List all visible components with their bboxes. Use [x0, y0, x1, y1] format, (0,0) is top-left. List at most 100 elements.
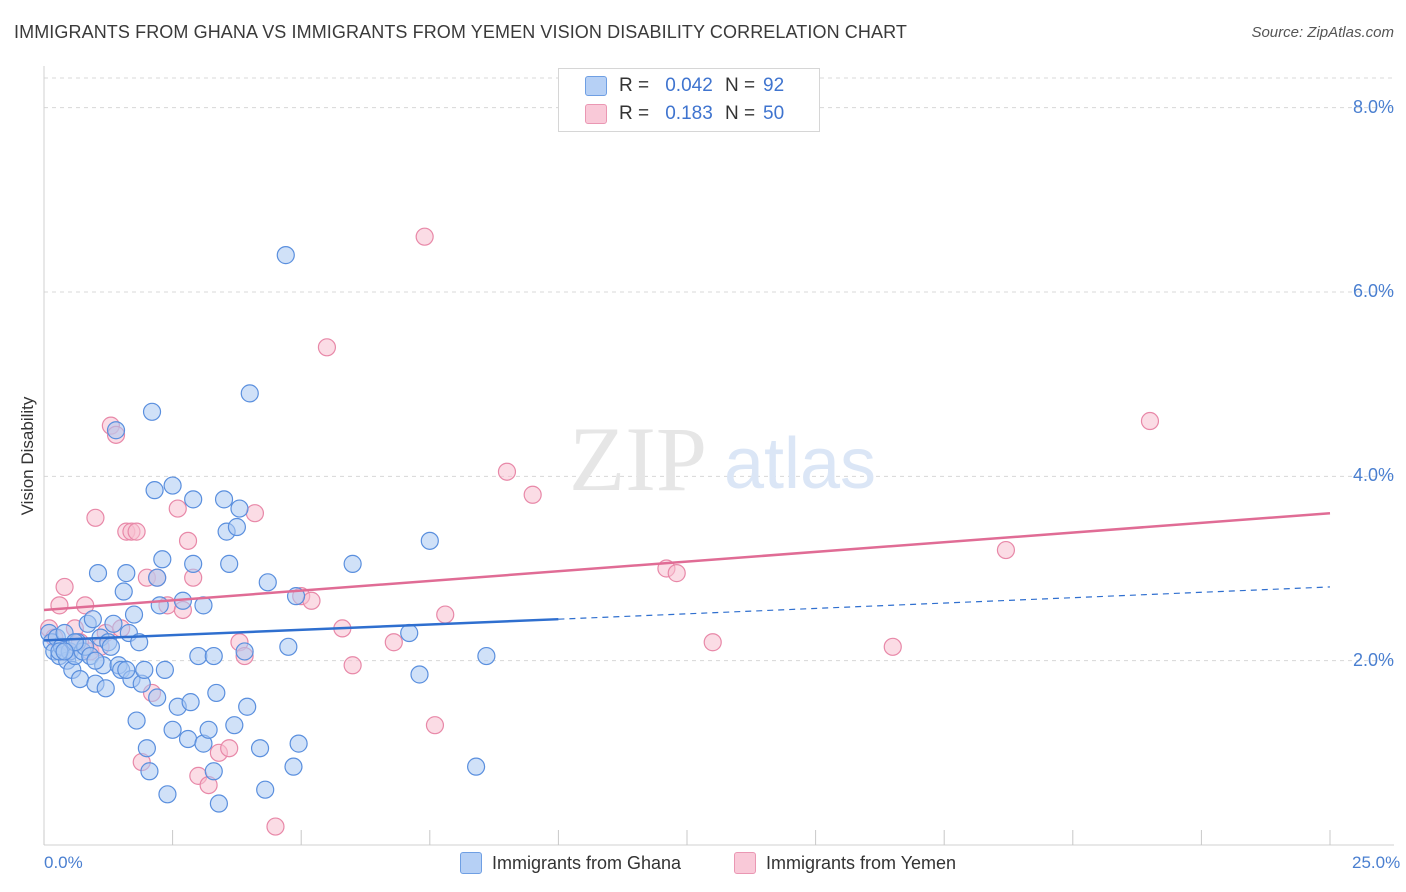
yemen-point [50, 596, 69, 615]
ghana-point [258, 573, 277, 592]
yemen-point [302, 591, 321, 610]
ghana-point [209, 794, 228, 813]
ghana-point [400, 623, 419, 643]
yemen-point [178, 531, 198, 550]
ghana-point [88, 564, 108, 583]
r-value: 0.042 [665, 75, 713, 96]
ghana-point [250, 739, 270, 758]
legend-item-ghana[interactable]: Immigrants from Ghana [460, 852, 681, 874]
legend-label-ghana: Immigrants from Ghana [492, 852, 682, 873]
n-value: 92 [763, 75, 785, 96]
ghana-points [40, 246, 496, 813]
ghana-point [137, 739, 156, 758]
ghana-point [101, 637, 120, 656]
ghana-point [289, 734, 308, 753]
ghana-point [220, 554, 239, 573]
ghana-point [276, 246, 295, 265]
ghana-point [238, 697, 257, 716]
yemen-point [220, 739, 239, 758]
ghana-point [466, 757, 486, 776]
yemen-swatch [734, 852, 756, 874]
y-tick-label: 6.0% [1352, 280, 1394, 301]
yemen-swatch [585, 104, 607, 124]
watermark-zip: ZIP [569, 408, 707, 510]
x-tick-label-min: 0.0% [44, 853, 83, 872]
yemen-point [883, 637, 902, 656]
trend-lines [43, 511, 1331, 642]
ghana-point [145, 481, 164, 500]
ghana-point [184, 490, 203, 509]
ghana-point [117, 660, 136, 679]
legend-row-yemen: R = 0.183 N = 50 [585, 102, 784, 126]
ghana-point [477, 646, 496, 666]
yemen-point [415, 227, 434, 246]
x-tick-label-max: 25.0% [1352, 853, 1401, 872]
yemen-point [168, 499, 187, 518]
ghana-point [83, 610, 102, 629]
yemen-point [86, 508, 105, 527]
legend-label-yemen: Immigrants from Yemen [766, 852, 957, 873]
gridlines [44, 77, 1394, 662]
ghana-point [207, 683, 226, 703]
r-value: 0.183 [665, 103, 713, 124]
ghana-point [150, 596, 169, 615]
yemen-point [523, 485, 542, 504]
ghana-point [70, 669, 90, 689]
legend-row-ghana: R = 0.042 N = 92 [585, 74, 784, 98]
ghana-point [155, 660, 174, 679]
ghana-point [114, 582, 133, 601]
ghana-point [184, 554, 203, 573]
ghana-point [148, 688, 167, 707]
chart-source: Source: ZipAtlas.com [1251, 24, 1394, 41]
ghana-point [55, 642, 74, 661]
ghana-point [410, 665, 429, 684]
legend-item-yemen[interactable]: Immigrants from Yemen [734, 852, 956, 874]
watermark-atlas: atlas [724, 424, 876, 504]
ghana-point [142, 402, 162, 421]
n-label: N = [725, 75, 756, 96]
ghana-point [284, 757, 303, 776]
yemen-point [343, 656, 362, 675]
ghana-point [230, 499, 249, 518]
yemen-point [245, 504, 265, 523]
yemen-point [127, 522, 146, 541]
ghana-point [181, 693, 200, 712]
ghana-point [86, 651, 105, 670]
ghana-point [127, 711, 146, 730]
ghana-point [135, 660, 154, 679]
ghana-point [227, 517, 246, 537]
ghana-point [96, 679, 115, 698]
ghana-point [148, 568, 167, 587]
yemen-point [436, 605, 455, 624]
ghana-trend-extension [558, 586, 1331, 620]
yemen-point [667, 564, 686, 583]
ghana-swatch [460, 852, 482, 874]
ghana-point [240, 384, 259, 403]
ghana-point [163, 720, 182, 739]
yemen-trend-line [43, 511, 1331, 612]
yemen-point [266, 817, 285, 836]
ghana-point [189, 646, 208, 666]
ghana-point [420, 531, 439, 550]
ghana-point [256, 780, 275, 799]
yemen-point [317, 338, 337, 357]
yemen-point [55, 577, 74, 597]
ghana-point [225, 716, 244, 735]
r-label: R = [619, 103, 650, 124]
ghana-point [106, 421, 126, 440]
ghana-swatch [585, 76, 607, 96]
n-label: N = [725, 103, 756, 124]
yemen-point [425, 716, 445, 735]
ghana-point [204, 762, 223, 781]
ghana-point [104, 614, 123, 633]
ghana-trend-line [43, 617, 559, 642]
y-tick-label: 2.0% [1352, 649, 1394, 670]
x-axis-ticks [43, 830, 1331, 845]
ghana-point [124, 605, 144, 624]
ghana-point [130, 633, 149, 652]
ghana-point [140, 762, 159, 781]
yemen-point [703, 633, 722, 652]
ghana-point [158, 785, 177, 804]
ghana-point [117, 564, 136, 583]
